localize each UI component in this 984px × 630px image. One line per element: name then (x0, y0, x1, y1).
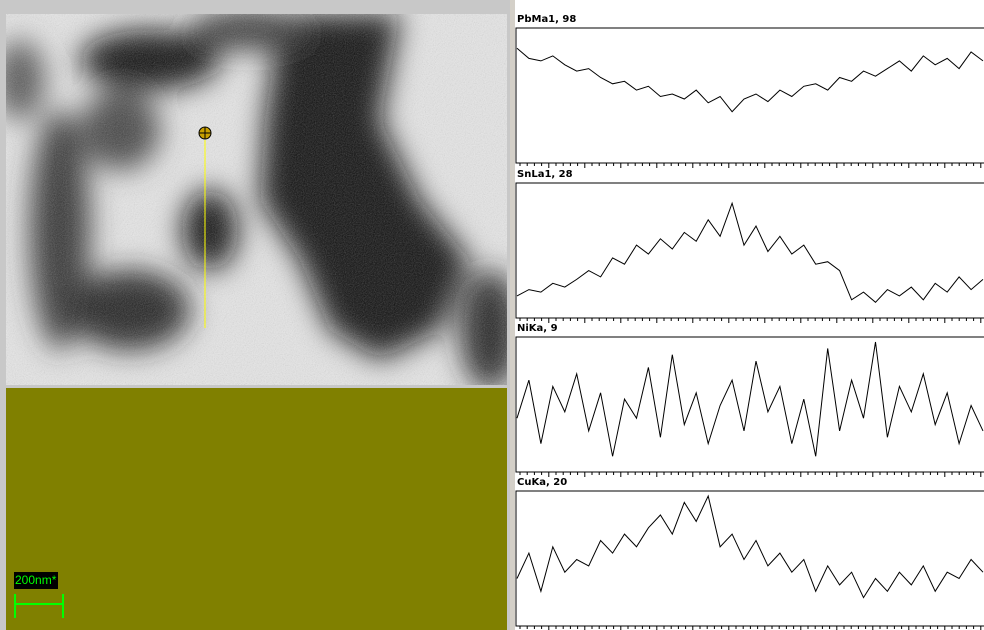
trace-label: CuKa, 20 (517, 477, 567, 488)
scale-bar-label: 200nm* (15, 573, 57, 587)
page: {"scale_bar": {"label": "200nm*"}, "pane… (0, 0, 984, 630)
trace-box (516, 491, 984, 626)
line-scan-window: 200nm* PbMa1, 98 SnLa1, 28 NiKa, 9 CuKa, 20 (0, 0, 984, 630)
trace-label: SnLa1, 28 (517, 169, 573, 180)
trace-label: NiKa, 9 (517, 323, 558, 334)
scan-marker[interactable] (199, 127, 211, 139)
map-area (6, 388, 507, 630)
trace-box (516, 183, 984, 318)
splitter[interactable] (510, 0, 515, 630)
sem-image (0, 10, 520, 390)
trace-box (516, 28, 984, 163)
trace-label: PbMa1, 98 (517, 14, 576, 25)
